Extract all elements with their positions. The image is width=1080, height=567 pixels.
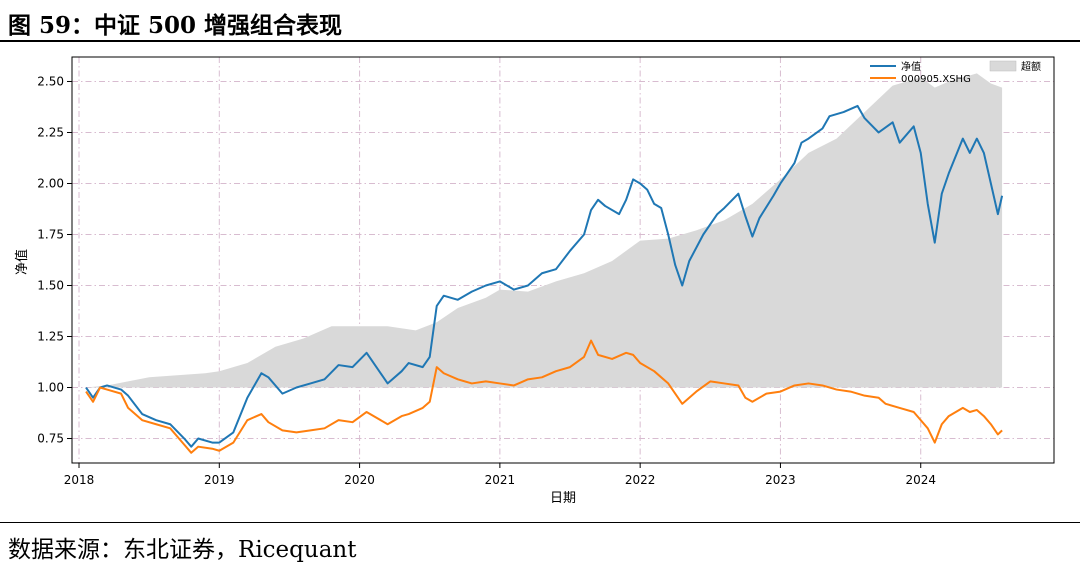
figure-source: 数据来源：东北证券，Ricequant <box>8 537 357 563</box>
x-axis: 2018 2019 2020 2021 2022 2023 2024 <box>64 463 936 487</box>
series-line-0 <box>85 104 1004 448</box>
x-tick-label: 2019 <box>204 473 235 487</box>
x-tick-label: 2022 <box>625 473 656 487</box>
legend-label: 000905.XSHG <box>901 74 971 85</box>
y-tick-label: 2.00 <box>37 176 64 190</box>
title-rule <box>0 40 1080 42</box>
y-tick-label: 2.25 <box>37 125 64 139</box>
y-tick-label: 1.25 <box>37 330 64 344</box>
chart: 2018 2019 2020 2021 2022 2023 2024 0.75 1.00 1.2… <box>14 56 1055 506</box>
x-tick-label: 2023 <box>765 473 796 487</box>
x-axis-label: 日期 <box>550 491 576 506</box>
y-axis-label: 净值 <box>14 249 30 275</box>
legend-label: 净值 <box>901 60 921 73</box>
x-tick-label: 2021 <box>485 473 516 487</box>
x-tick-label: 2024 <box>905 473 936 487</box>
y-tick-label: 0.75 <box>37 432 64 446</box>
legend-label: 超额 <box>1021 60 1041 73</box>
plot-frame <box>71 56 1055 464</box>
line-layer <box>85 104 1004 454</box>
source-rule <box>0 522 1080 523</box>
figure-title: 图 59：中证 500 增强组合表现 <box>8 12 343 39</box>
excess-area-layer <box>86 73 1003 388</box>
x-tick-label: 2018 <box>64 473 95 487</box>
y-tick-label: 1.50 <box>37 279 64 293</box>
y-tick-label: 2.50 <box>37 74 64 88</box>
legend-swatch <box>989 60 1017 72</box>
series-line-1 <box>85 339 1003 454</box>
x-tick-label: 2020 <box>344 473 375 487</box>
series-area-excess <box>86 73 1003 388</box>
y-axis: 0.75 1.00 1.25 1.50 1.75 2.00 2.25 2.50 <box>37 74 72 446</box>
y-tick-label: 1.75 <box>37 227 64 241</box>
y-tick-label: 1.00 <box>37 381 64 395</box>
